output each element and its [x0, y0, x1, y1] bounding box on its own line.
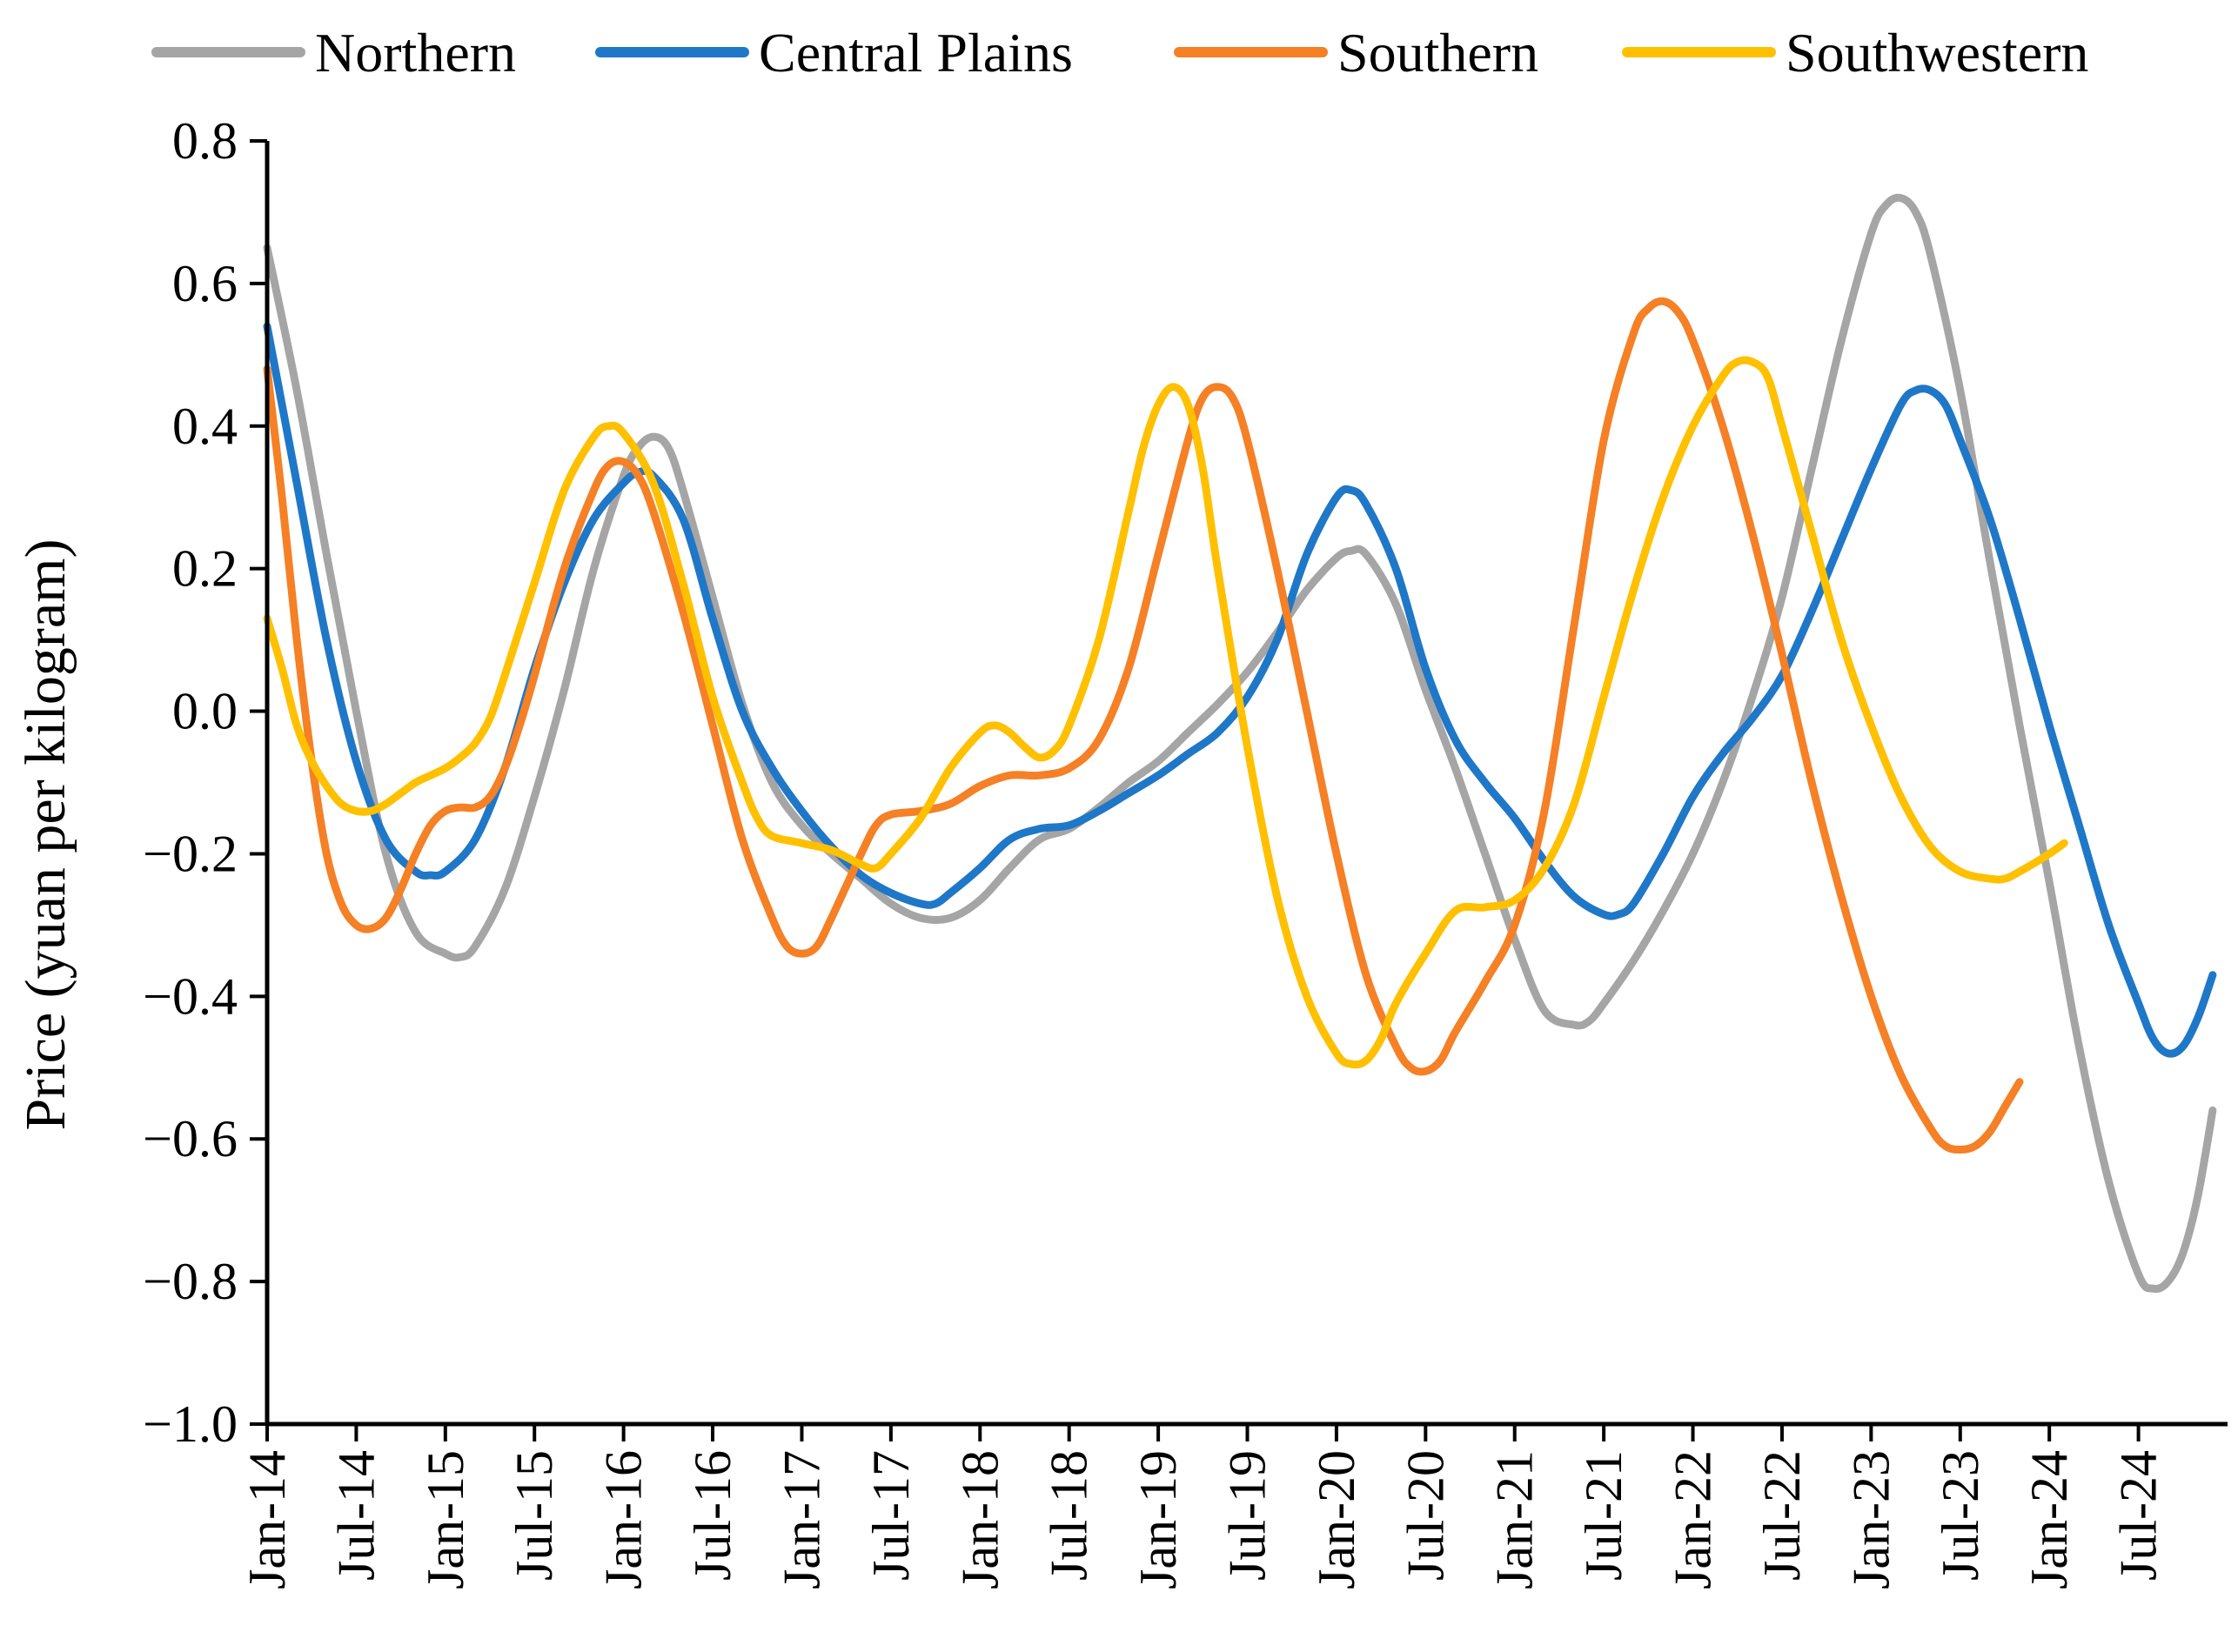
- x-tick-label: Jul-20: [1397, 1450, 1454, 1581]
- legend-label-central-plains: Central Plains: [759, 22, 1073, 84]
- y-tick-label: −1.0: [143, 1395, 238, 1453]
- x-tick-label: Jan-24: [2020, 1450, 2078, 1589]
- y-tick-label: −0.8: [143, 1253, 238, 1310]
- y-axis-title: Price (yuan per kilogram): [14, 539, 77, 1131]
- y-tick-label: −0.4: [143, 967, 238, 1025]
- x-tick-label: Jul-22: [1753, 1450, 1811, 1581]
- y-tick-label: 0.2: [172, 540, 238, 598]
- x-tick-label: Jul-16: [684, 1450, 741, 1581]
- series-line-central-plains: [263, 322, 2217, 1058]
- x-tick-label: Jul-14: [327, 1450, 385, 1581]
- x-tick-label: Jan-20: [1308, 1450, 1365, 1589]
- series-lines: [263, 193, 2217, 1294]
- x-tick-label: Jul-17: [862, 1450, 920, 1581]
- legend-label-southern: Southern: [1337, 22, 1538, 84]
- x-tick-label: Jan-14: [238, 1450, 296, 1589]
- x-tick-label: Jul-15: [506, 1450, 563, 1581]
- y-tick-label: 0.6: [172, 255, 238, 312]
- x-tick-label: Jan-17: [773, 1450, 830, 1589]
- x-tick-label: Jul-18: [1041, 1450, 1098, 1581]
- series-line-southern: [263, 297, 2024, 1154]
- series-line-northern: [263, 193, 2217, 1294]
- x-tick-label: Jan-16: [595, 1450, 653, 1589]
- y-axis-ticks: 0.8 0.6 0.4 0.2 0.0 −0.2 −0.4 −0.6 −0.8 −1.0: [143, 112, 267, 1453]
- x-tick-label: Jul-24: [2110, 1450, 2168, 1581]
- legend: Northern Central Plains Southern Southweste…: [151, 22, 2088, 84]
- x-tick-label: Jul-21: [1575, 1450, 1632, 1581]
- legend-label-southwestern: Southwestern: [1786, 22, 2088, 84]
- y-tick-label: 0.0: [172, 683, 238, 740]
- x-axis-ticks: Jan-14 Jul-14 Jan-15 Jul-15 Jan-16 Jul-16 Jan-…: [238, 1424, 2168, 1589]
- legend-label-northern: Northern: [315, 22, 516, 84]
- x-tick-label: Jan-18: [951, 1450, 1008, 1589]
- x-tick-label: Jan-21: [1486, 1450, 1544, 1589]
- y-tick-label: −0.2: [143, 825, 238, 882]
- x-tick-label: Jan-22: [1665, 1450, 1722, 1589]
- series-line-southwestern: [263, 356, 2068, 1069]
- x-tick-label: Jan-15: [417, 1450, 474, 1589]
- x-tick-label: Jul-23: [1932, 1450, 1989, 1581]
- x-tick-label: Jan-23: [1842, 1450, 1900, 1589]
- x-tick-label: Jan-19: [1129, 1450, 1187, 1589]
- y-tick-label: 0.8: [172, 112, 238, 170]
- plot-area: 0.8 0.6 0.4 0.2 0.0 −0.2 −0.4 −0.6 −0.8 −1.0 Jan-…: [143, 112, 2228, 1589]
- y-tick-label: −0.6: [143, 1110, 238, 1167]
- y-tick-label: 0.4: [172, 398, 238, 455]
- x-tick-label: Jul-19: [1219, 1450, 1276, 1581]
